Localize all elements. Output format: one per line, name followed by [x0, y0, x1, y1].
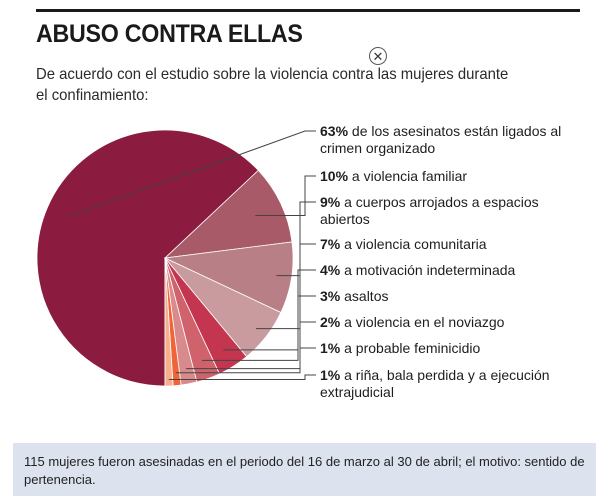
slice-label-2-line-1: abiertos [320, 211, 370, 227]
slice-label-0: 63% de los asesinatos están ligados al [320, 123, 561, 139]
slice-percent-4: 4% [320, 262, 341, 278]
page-title: ABUSO CONTRA ELLAS [36, 20, 303, 48]
leader-line-7 [175, 347, 316, 374]
slice-label-4: 4% a motivación indeterminada [320, 262, 516, 278]
top-rule [36, 9, 580, 12]
pie-chart: 63% de los asesinatos están ligados alcr… [36, 123, 561, 400]
leader-line-5 [201, 295, 316, 361]
leader-line-1 [255, 175, 316, 216]
pie-slice-1 [163, 169, 293, 259]
caption: 115 mujeres fueron asesinadas en el peri… [24, 454, 585, 487]
slice-label-0-line-1: crimen organizado [320, 140, 435, 156]
leader-line-0 [68, 130, 316, 217]
subtitle: De acuerdo con el estudio sobre la viole… [36, 66, 509, 104]
slice-percent-1: 10% [320, 168, 349, 184]
slice-label-2: 9% a cuerpos arrojados a espacios [320, 194, 539, 210]
slice-label-3: 7% a violencia comunitaria [320, 236, 487, 252]
slice-percent-6: 2% [320, 314, 341, 330]
slice-label-5: 3% asaltos [320, 288, 388, 304]
slice-label-7: 1% a probable feminicidio [320, 340, 481, 356]
pie-slice-0 [36, 129, 259, 387]
slice-label-6: 2% a violencia en el noviazgo [320, 314, 505, 330]
slice-percent-0: 63% [320, 123, 349, 139]
slice-label-8-line-1: extrajudicial [320, 384, 394, 400]
leader-line-3 [256, 243, 316, 330]
pie-slice-8 [164, 257, 174, 387]
caption-box [13, 443, 596, 496]
slice-percent-5: 3% [320, 288, 341, 304]
close-icon[interactable]: ✕ [369, 47, 387, 65]
leader-line-8 [168, 374, 316, 380]
slice-percent-8: 1% [320, 367, 341, 383]
slice-label-8: 1% a riña, bala perdida y a ejecución [320, 367, 550, 383]
slice-percent-7: 1% [320, 340, 341, 356]
slice-percent-2: 9% [320, 194, 341, 210]
leader-line-6 [186, 321, 316, 370]
slice-percent-3: 7% [320, 236, 341, 252]
leader-line-2 [276, 201, 316, 277]
slice-label-1: 10% a violencia familiar [320, 168, 467, 184]
